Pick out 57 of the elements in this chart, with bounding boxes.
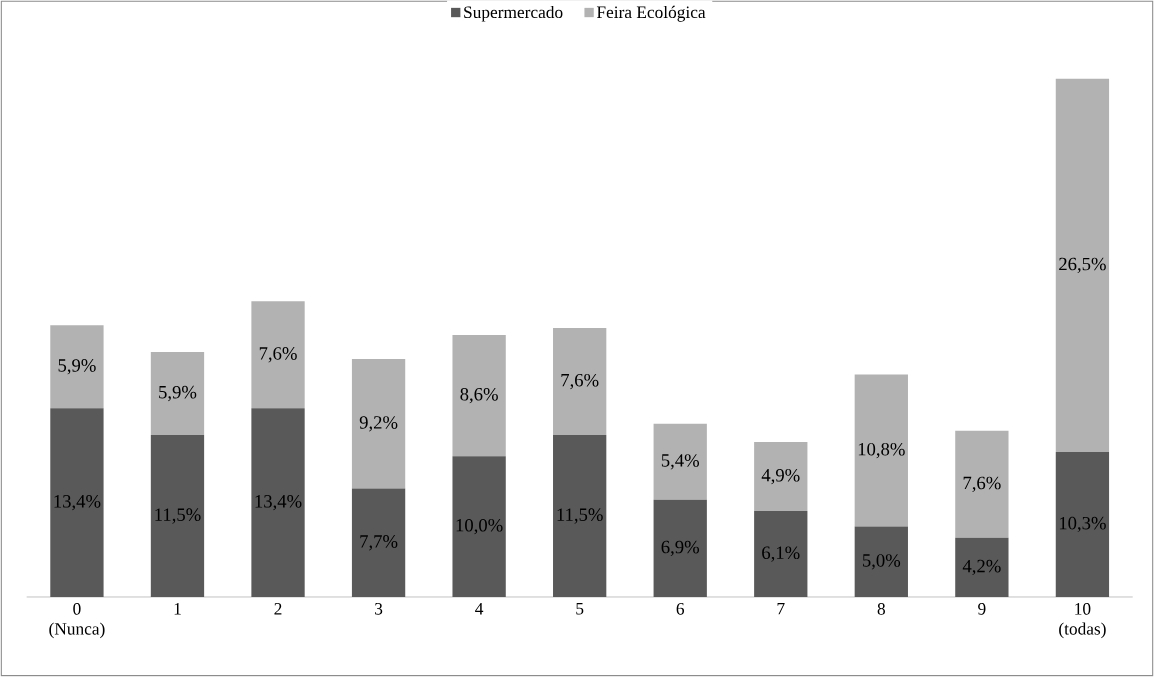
bar [955,537,1009,598]
data-label: 5,0% [862,554,901,570]
bar [653,499,707,598]
legend-label: Feira Ecológica [596,5,706,22]
bar [452,335,506,457]
data-label: 26,5% [1059,257,1106,274]
data-label: 7,6% [561,373,599,390]
data-label: 5,9% [58,359,96,375]
data-label: 11,5% [557,508,603,524]
data-label: 8,6% [460,387,498,404]
data-label: 7,6% [259,347,297,363]
bar [150,435,205,598]
bar [251,408,305,598]
data-label: 7,6% [963,476,1001,492]
x-tick-label: 7 [777,603,785,615]
legend-label: Supermercado [464,5,563,22]
bar [854,374,908,527]
bar [955,430,1009,538]
bar [150,351,205,436]
x-tick-label: 4 [475,603,484,615]
bar [553,328,607,436]
x-tick-label: 3 [375,603,383,615]
data-label: 5,9% [159,385,197,402]
data-label: 6,9% [661,540,700,557]
data-label: 5,4% [661,454,700,470]
data-label: 13,4% [255,495,302,511]
data-label: 11,5% [155,508,201,524]
bar [754,511,808,598]
data-label: 10,3% [1059,516,1106,533]
x-tick-label: 5 [576,603,584,615]
data-label: 9,2% [359,416,398,432]
bar [653,423,707,500]
bar [1055,451,1110,598]
data-label: 4,2% [962,559,1001,576]
data-label: 10,8% [858,442,905,459]
bar [351,488,406,598]
x-tick-label: 6 [676,603,685,615]
x-tick-label: 9 [978,603,986,615]
data-label: 10,0% [456,518,503,535]
bar [1055,78,1110,452]
bar [50,408,104,598]
data-label: 13,4% [54,495,101,511]
x-tick-label: 0 (Nunca) [49,603,105,639]
data-label: 6,1% [762,546,800,562]
bar [50,325,104,409]
x-tick-label: 10 (todas) [1059,603,1106,639]
x-tick-label: 2 [274,603,282,615]
bar [854,526,908,598]
data-label: 4,9% [761,468,800,485]
x-tick-label: 1 [174,603,181,615]
bar [754,442,808,512]
bar [251,301,305,409]
data-label: 7,7% [360,535,398,551]
x-tick-label: 8 [877,603,885,615]
bar [452,456,506,598]
bar [553,435,607,598]
bar [351,359,406,489]
